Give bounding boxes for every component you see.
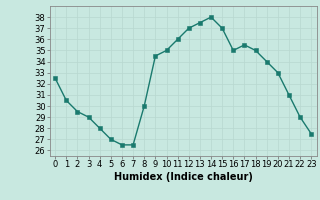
X-axis label: Humidex (Indice chaleur): Humidex (Indice chaleur) [114, 172, 252, 182]
